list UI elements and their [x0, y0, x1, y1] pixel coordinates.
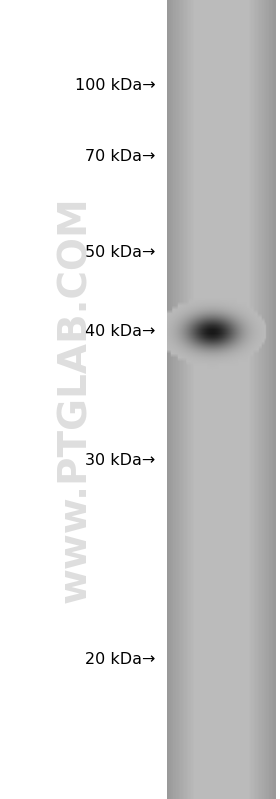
Bar — [270, 0, 272, 799]
Bar — [186, 0, 187, 799]
Bar — [173, 0, 175, 799]
Bar — [266, 0, 268, 799]
Bar — [254, 0, 255, 799]
Bar — [253, 0, 254, 799]
Bar — [255, 0, 257, 799]
Bar — [187, 0, 188, 799]
Bar — [0, 0, 167, 799]
Bar — [193, 0, 194, 799]
Text: 20 kDa→: 20 kDa→ — [85, 653, 155, 667]
Bar — [274, 0, 276, 799]
Bar — [257, 0, 258, 799]
Bar — [182, 0, 183, 799]
Bar — [178, 0, 179, 799]
Bar — [169, 0, 171, 799]
Bar — [276, 0, 280, 799]
Bar — [262, 0, 263, 799]
Bar — [251, 0, 253, 799]
Bar — [258, 0, 259, 799]
Text: www.PTGLAB.COM: www.PTGLAB.COM — [57, 196, 95, 603]
Text: 40 kDa→: 40 kDa→ — [85, 324, 155, 339]
Bar — [273, 0, 274, 799]
Text: 70 kDa→: 70 kDa→ — [85, 149, 155, 164]
Bar — [272, 0, 273, 799]
Bar — [250, 0, 251, 799]
Bar — [171, 0, 172, 799]
Text: 50 kDa→: 50 kDa→ — [85, 245, 155, 260]
Bar — [249, 0, 250, 799]
Bar — [269, 0, 270, 799]
Bar — [265, 0, 266, 799]
Text: 100 kDa→: 100 kDa→ — [75, 78, 155, 93]
Bar — [168, 0, 169, 799]
Bar — [190, 0, 191, 799]
Bar — [180, 0, 182, 799]
Bar — [167, 0, 168, 799]
Bar — [184, 0, 186, 799]
Bar — [179, 0, 180, 799]
Bar — [191, 0, 193, 799]
Bar — [261, 0, 262, 799]
Text: 30 kDa→: 30 kDa→ — [85, 453, 155, 467]
Bar — [167, 0, 276, 799]
Bar — [188, 0, 190, 799]
Bar — [172, 0, 173, 799]
Bar — [175, 0, 176, 799]
Bar — [259, 0, 261, 799]
Bar — [183, 0, 184, 799]
Bar — [176, 0, 178, 799]
Bar — [268, 0, 269, 799]
Bar — [263, 0, 265, 799]
